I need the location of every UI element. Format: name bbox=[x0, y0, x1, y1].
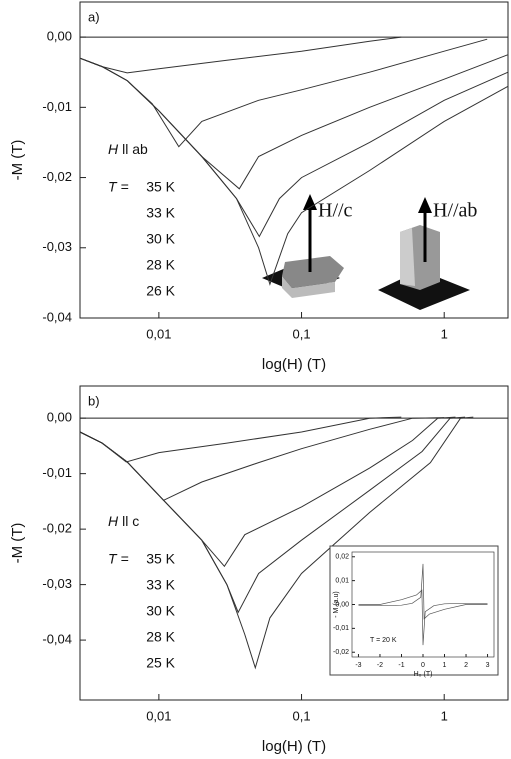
x-tick-label: 0 bbox=[421, 662, 425, 669]
y-tick-label: 0,00 bbox=[47, 410, 72, 425]
x-tick-label: 2 bbox=[464, 662, 468, 669]
curve bbox=[79, 38, 488, 148]
arrow-label: H//ab bbox=[433, 200, 477, 222]
y-tick-label: -0,02 bbox=[42, 521, 72, 536]
x-tick-label: -1 bbox=[398, 662, 404, 669]
curve bbox=[79, 416, 402, 463]
x-tick-label: 0,01 bbox=[146, 326, 171, 341]
panel-label: b) bbox=[88, 393, 100, 408]
legend-prefix: T = bbox=[108, 551, 129, 567]
y-tick-label: 0,02 bbox=[335, 554, 349, 561]
annotation: T = 20 K bbox=[370, 637, 397, 644]
y-tick-label: -0,04 bbox=[42, 632, 72, 647]
legend-entry: 35 K bbox=[146, 179, 175, 195]
x-tick-label: -2 bbox=[377, 662, 383, 669]
curve bbox=[79, 36, 402, 74]
legend-entry: 30 K bbox=[146, 603, 175, 619]
field-symbol: H bbox=[108, 513, 119, 529]
y-axis-label: -M (T) bbox=[9, 523, 26, 564]
crystal-drawings bbox=[262, 194, 470, 310]
x-tick-label: 1 bbox=[441, 708, 448, 723]
legend-entry: 26 K bbox=[146, 283, 175, 299]
y-tick-label: -0,01 bbox=[42, 465, 72, 480]
x-tick-label: 1 bbox=[443, 662, 447, 669]
y-tick-label: -0,01 bbox=[42, 99, 72, 114]
legend-prefix: T = bbox=[108, 179, 129, 195]
legend-entry: 33 K bbox=[146, 577, 175, 593]
x-axis-label: log(H) (T) bbox=[262, 738, 326, 755]
curve bbox=[79, 416, 474, 670]
legend-entry: 28 K bbox=[146, 257, 175, 273]
field-direction: ll ab bbox=[122, 141, 148, 157]
legend-entry: 33 K bbox=[146, 205, 175, 221]
y-axis-label: -M (T) bbox=[9, 140, 26, 181]
x-tick-label: 0,1 bbox=[292, 326, 310, 341]
y-tick-label: -0,02 bbox=[333, 649, 349, 656]
plot-frame bbox=[79, 385, 509, 701]
x-tick-label: 0,1 bbox=[292, 708, 310, 723]
curve bbox=[358, 563, 488, 620]
legend-entry: 35 K bbox=[146, 551, 175, 567]
y-tick-label: -0,02 bbox=[42, 169, 72, 184]
inset-frame bbox=[329, 545, 499, 676]
x-tick-label: -3 bbox=[355, 662, 361, 669]
y-tick-label: 0,00 bbox=[47, 29, 72, 44]
curve bbox=[79, 57, 509, 286]
plot-frame bbox=[79, 1, 509, 319]
curve bbox=[358, 589, 488, 646]
curve bbox=[79, 416, 456, 568]
y-axis-label: - M (a.u) bbox=[333, 591, 340, 617]
y-tick-label: -0,01 bbox=[333, 625, 349, 632]
field-symbol: H bbox=[108, 141, 119, 157]
x-tick-label: 0,01 bbox=[146, 708, 171, 723]
panel-label: a) bbox=[88, 9, 100, 24]
x-tick-label: 3 bbox=[486, 662, 490, 669]
legend-entry: 28 K bbox=[146, 629, 175, 645]
legend-entry: 30 K bbox=[146, 231, 175, 247]
y-tick-label: 0,01 bbox=[335, 577, 349, 584]
x-tick-label: 1 bbox=[441, 326, 448, 341]
arrow-label: H//c bbox=[318, 200, 353, 222]
y-tick-label: 0,00 bbox=[335, 601, 349, 608]
legend-entry: 25 K bbox=[146, 655, 175, 671]
field-direction: ll c bbox=[122, 513, 139, 529]
y-tick-label: -0,04 bbox=[42, 309, 72, 324]
y-tick-label: -0,03 bbox=[42, 239, 72, 254]
x-axis-label: H₀ (T) bbox=[414, 671, 433, 678]
x-axis-label: log(H) (T) bbox=[262, 356, 326, 373]
curve bbox=[79, 417, 445, 501]
y-tick-label: -0,03 bbox=[42, 576, 72, 591]
